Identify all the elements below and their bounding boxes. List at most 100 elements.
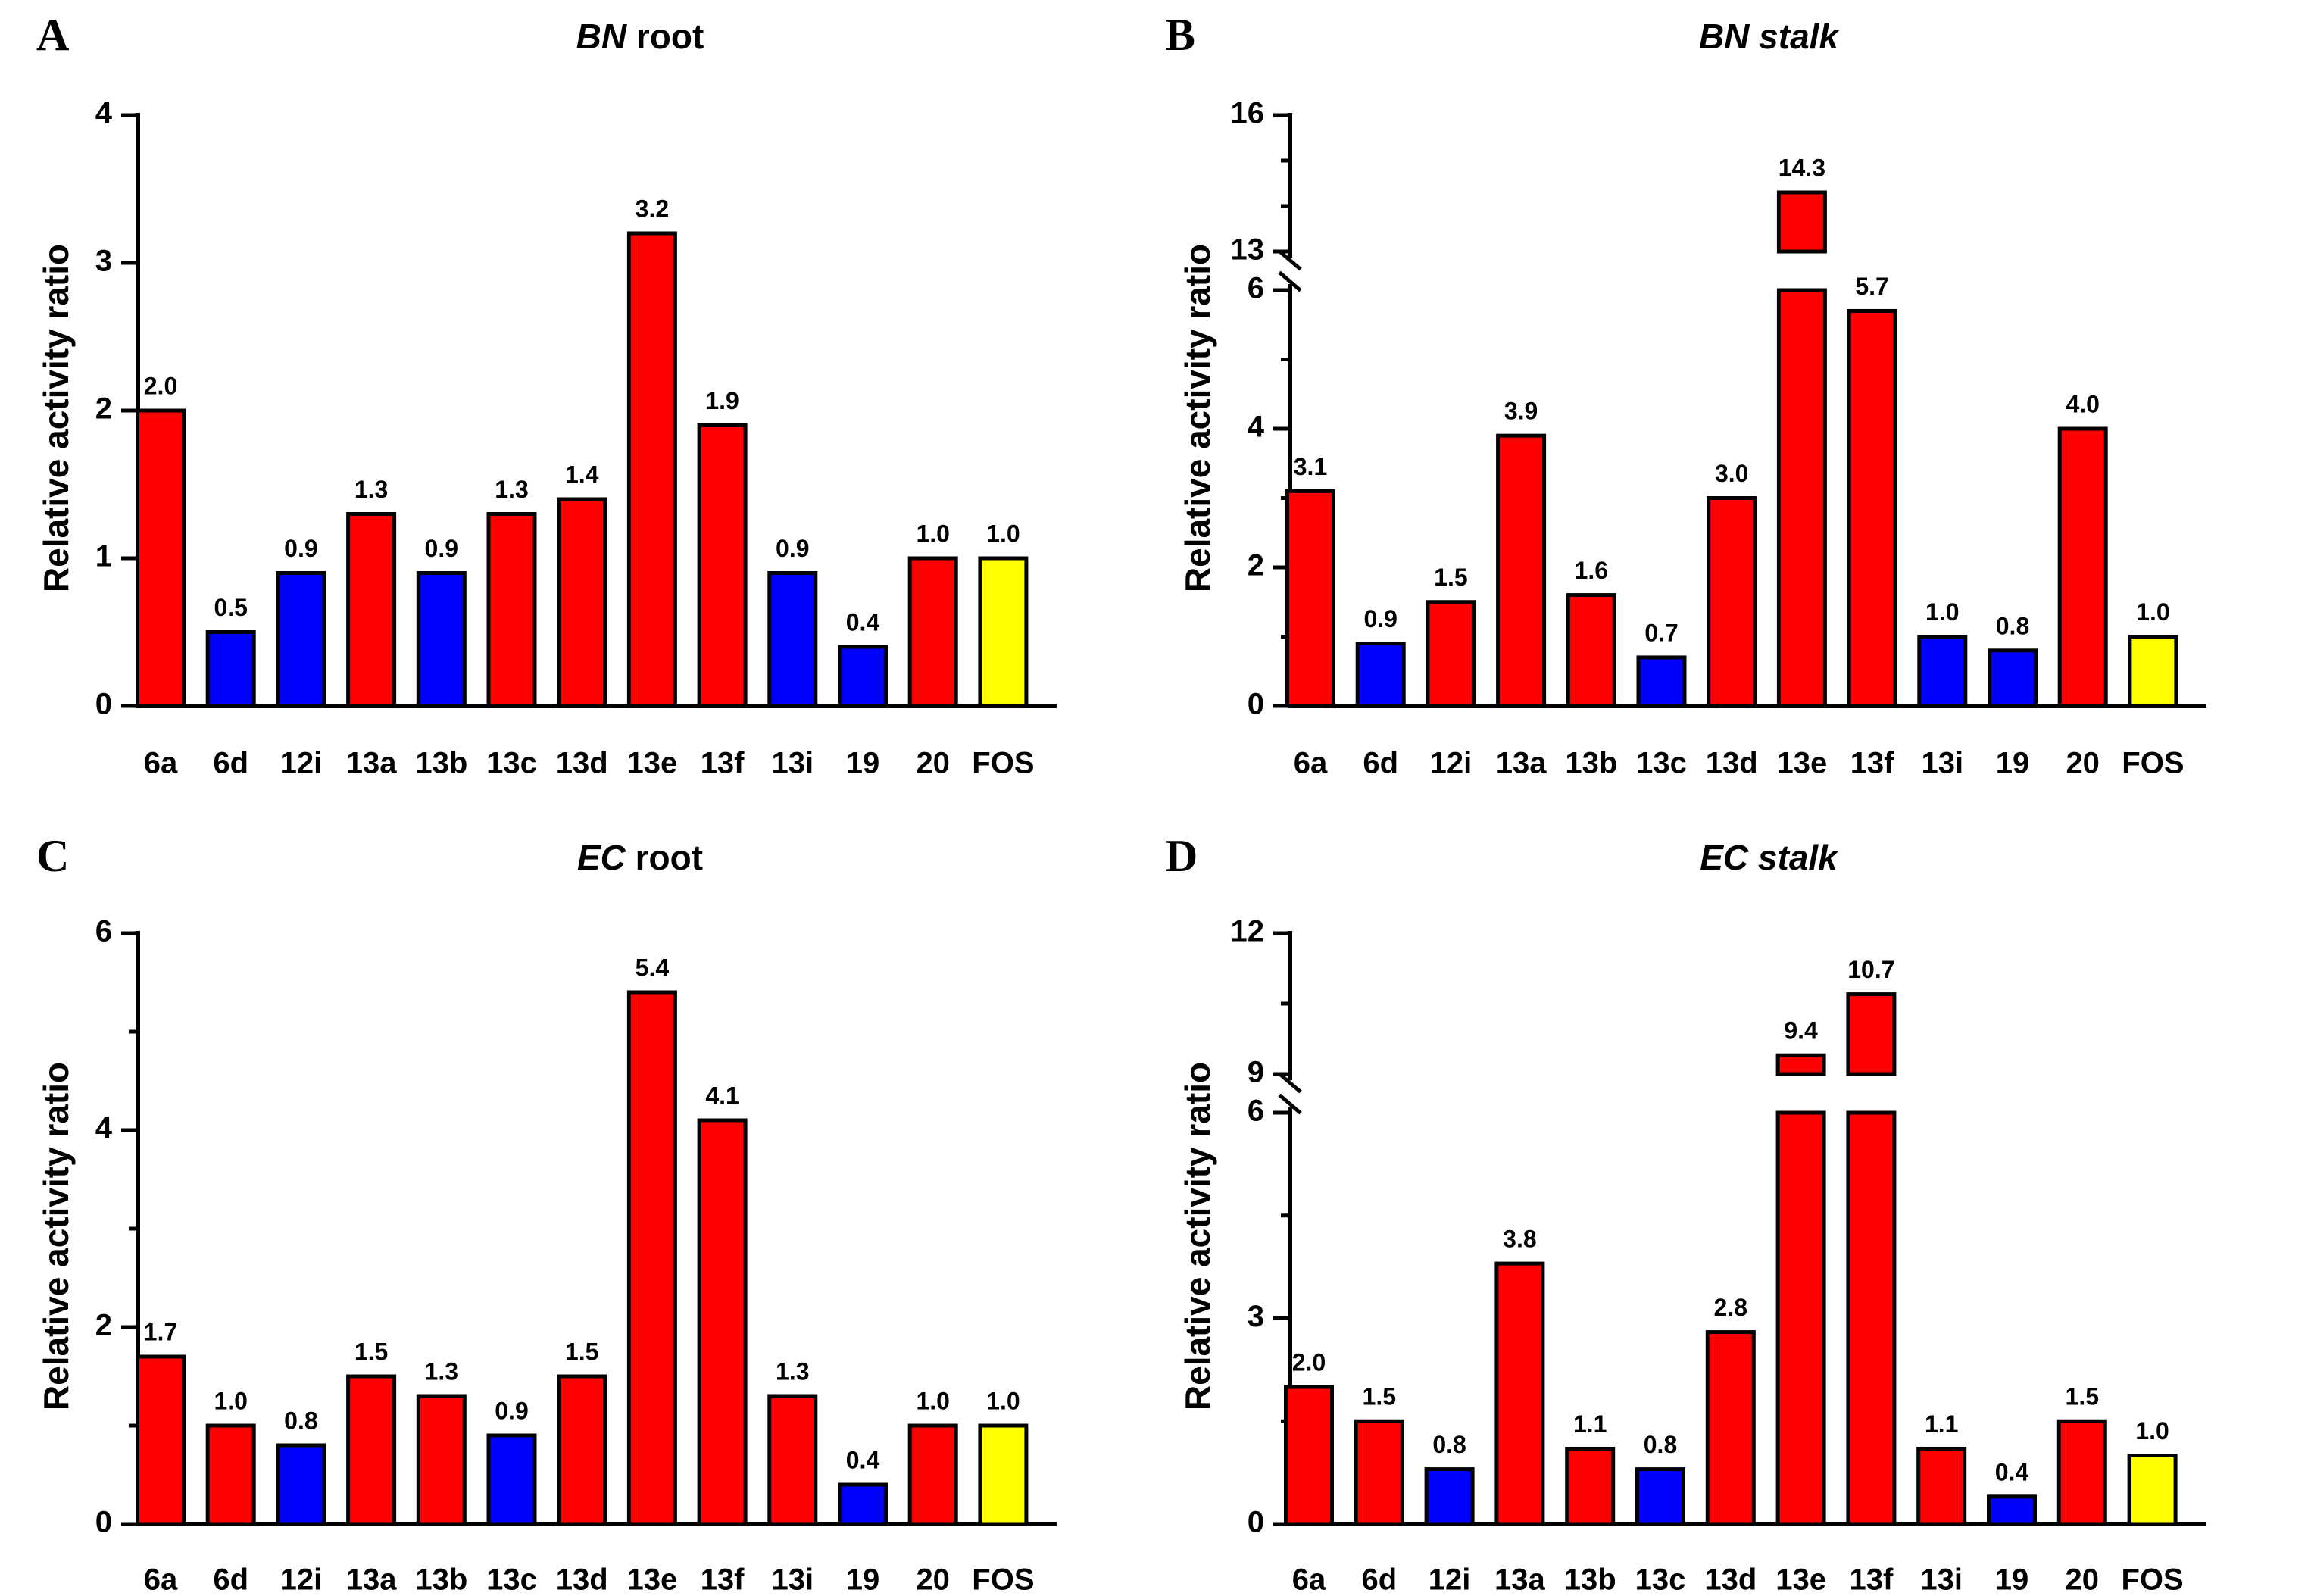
data-label: 0.9	[776, 535, 809, 562]
bar	[697, 1118, 748, 1526]
x-tick-label: 13e	[627, 1563, 678, 1596]
data-label: 1.0	[916, 1387, 949, 1414]
bar	[978, 1423, 1029, 1526]
panel-letter: B	[1165, 10, 1195, 60]
panel-d: D EC stalk Relative activity ratio 0 3 6 9 12 2.…	[1165, 831, 2206, 1596]
bar	[626, 990, 677, 1526]
bar	[978, 556, 1029, 708]
bar-upper	[1846, 992, 1897, 1076]
x-tick-label: 13b	[415, 1563, 467, 1596]
chart-title: BN stalk	[1699, 17, 1840, 56]
data-label: 2.8	[1714, 1294, 1747, 1321]
data-label: 0.8	[1644, 1431, 1677, 1458]
bar	[416, 571, 467, 708]
data-label: 1.0	[916, 520, 949, 547]
data-label: 10.7	[1847, 956, 1894, 983]
x-tick-label: 12i	[1429, 1563, 1471, 1596]
data-label: 1.5	[565, 1338, 598, 1365]
data-label: 0.9	[284, 535, 317, 562]
data-label: 1.5	[354, 1338, 388, 1365]
x-tick-label: 13f	[701, 747, 745, 780]
bar-upper	[1775, 1053, 1826, 1076]
data-label: 3.1	[1294, 453, 1327, 480]
y-axis-label: Relative activity ratio	[1178, 244, 1217, 592]
y-tick-label: 4	[1248, 411, 1265, 444]
bar	[346, 1374, 397, 1526]
bar	[1705, 1330, 1756, 1526]
data-label: 1.3	[776, 1357, 809, 1385]
x-tick-label: 19	[846, 1563, 880, 1596]
x-tick-label: 6d	[213, 1563, 248, 1596]
bar-break-gap	[1773, 1076, 1829, 1110]
bar	[1775, 1110, 1826, 1526]
y-tick-label: 0	[95, 1506, 112, 1539]
y-tick-label: 3	[1248, 1300, 1264, 1333]
bar	[1355, 642, 1406, 708]
x-tick-label: 13a	[346, 747, 397, 780]
axis-break-mark	[1278, 1072, 1302, 1094]
bar	[1285, 489, 1335, 708]
panel-letter: D	[1165, 831, 1198, 881]
data-label: 0.4	[846, 1446, 880, 1473]
bar	[2128, 635, 2178, 708]
data-label: 3.8	[1503, 1226, 1536, 1253]
axis-break-mark	[1278, 249, 1302, 271]
y-tick-label: 2	[95, 1309, 112, 1342]
data-label: 0.8	[1996, 612, 2029, 639]
panel-letter: C	[36, 831, 69, 881]
bar	[907, 556, 958, 708]
x-tick-label: 6a	[1292, 1563, 1326, 1596]
bar	[557, 1374, 607, 1526]
data-label: 1.5	[1363, 1383, 1396, 1410]
x-tick-label: 13f	[1850, 747, 1894, 780]
y-tick-label: 16	[1231, 97, 1265, 130]
x-tick-label: 13c	[486, 1563, 537, 1596]
data-label: 0.5	[214, 594, 247, 621]
bar	[276, 571, 326, 708]
x-tick-label: 12i	[280, 747, 323, 780]
x-tick-label: 12i	[280, 1563, 323, 1596]
x-tick-label: 13f	[701, 1563, 745, 1596]
bar-break-gap	[1774, 254, 1830, 288]
bar	[486, 512, 537, 708]
x-tick-label: 13a	[1494, 1563, 1545, 1596]
data-label: 0.9	[425, 535, 458, 562]
y-tick-label: 3	[95, 245, 112, 278]
x-tick-label: 13e	[627, 747, 678, 780]
x-tick-label: 20	[916, 747, 950, 780]
bar	[346, 512, 397, 708]
x-tick-label: 13c	[1635, 1563, 1686, 1596]
chart-title: EC root	[577, 838, 703, 877]
bar	[838, 645, 888, 708]
data-label: 1.0	[986, 1387, 1020, 1414]
y-tick-label: 6	[1248, 1095, 1264, 1128]
bar	[1636, 655, 1687, 708]
y-tick-label: 12	[1231, 915, 1265, 948]
bar	[697, 423, 748, 708]
bar	[626, 231, 677, 708]
bar	[838, 1482, 888, 1526]
data-label: 0.8	[284, 1407, 317, 1434]
x-tick-label: 20	[916, 1563, 950, 1596]
x-tick-label: 19	[1996, 747, 2030, 780]
y-tick-label: 0	[1248, 1506, 1264, 1539]
bar	[1565, 1446, 1616, 1526]
x-tick-label: 19	[1995, 1563, 2029, 1596]
x-tick-label: 13b	[1564, 1563, 1616, 1596]
bar	[1424, 1467, 1475, 1526]
data-label: 1.0	[2136, 598, 2169, 626]
data-label: 0.8	[1432, 1431, 1466, 1458]
data-label: 1.7	[144, 1318, 177, 1345]
chart-title: BN root	[576, 17, 704, 56]
data-label: 4.0	[2066, 390, 2099, 417]
axis-break-mark	[1278, 270, 1302, 292]
x-tick-label: FOS	[2121, 1563, 2183, 1596]
bar	[907, 1423, 958, 1526]
data-label: 1.0	[2135, 1417, 2169, 1445]
y-tick-label: 4	[95, 1112, 113, 1145]
bar	[1635, 1467, 1685, 1526]
data-label: 0.4	[846, 608, 880, 636]
bar	[1496, 433, 1547, 708]
x-tick-label: 13b	[415, 747, 467, 780]
